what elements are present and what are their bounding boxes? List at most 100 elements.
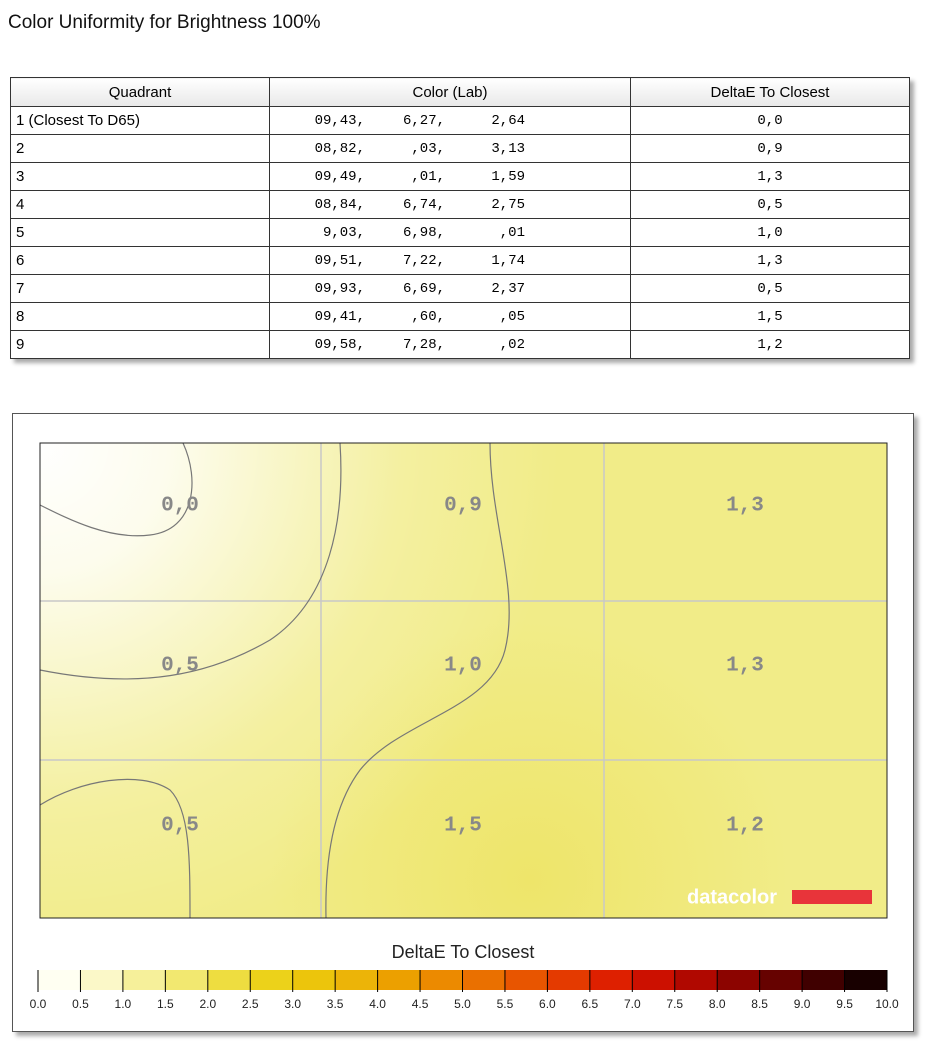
- lab-value: ,01: [499, 224, 525, 241]
- lab-cell: 9,03, 6,98, ,01: [269, 218, 631, 247]
- colorbar-segment: [632, 970, 675, 990]
- colorbar-label: 6.0: [539, 997, 556, 1011]
- table-row: 6 09,51, 7,22, 1,74 1,3: [10, 246, 910, 275]
- colorbar-label: 3.5: [327, 997, 344, 1011]
- quadrant-cell: 3: [10, 162, 270, 191]
- lab-cell: 09,49, ,01, 1,59: [269, 162, 631, 191]
- colorbar-segment: [292, 970, 336, 990]
- colorbar-segment: [38, 970, 81, 990]
- quadrant-cell: 6: [10, 246, 270, 275]
- lab-value: 6,27,: [402, 112, 445, 129]
- colorbar-segment: [547, 970, 590, 990]
- colorbar-segment: [589, 970, 633, 990]
- colorbar-label: 9.0: [794, 997, 811, 1011]
- lab-value: 2,37: [491, 280, 525, 297]
- colorbar-label: 5.5: [497, 997, 514, 1011]
- colorbar-label: 0.0: [30, 997, 47, 1011]
- lab-cell: 09,43, 6,27, 2,64: [269, 106, 631, 135]
- lab-cell: 09,51, 7,22, 1,74: [269, 246, 631, 275]
- lab-cell: 09,93, 6,69, 2,37: [269, 274, 631, 303]
- lab-value: 2,64: [491, 112, 525, 129]
- delta-cell: 1,2: [630, 330, 910, 359]
- lab-value: 6,69,: [402, 280, 445, 297]
- table-row: 9 09,58, 7,28, ,02 1,2: [10, 330, 910, 359]
- colorbar-segment: [122, 970, 166, 990]
- header-row: Quadrant Color (Lab) DeltaE To Closest: [10, 77, 910, 107]
- lab-value: 6,74,: [402, 196, 445, 213]
- cell-value: 0,5: [161, 655, 199, 678]
- colorbar-segment: [165, 970, 208, 990]
- colorbar-label: 4.5: [412, 997, 429, 1011]
- lab-value: 3,13: [491, 140, 525, 157]
- lab-value: 08,82,: [314, 140, 365, 157]
- colorbar-segment: [802, 970, 845, 990]
- delta-cell: 1,3: [630, 162, 910, 191]
- delta-cell: 0,5: [630, 190, 910, 219]
- lab-value: 7,22,: [402, 252, 445, 269]
- grid: [40, 443, 887, 918]
- lab-value: ,05: [499, 308, 525, 325]
- lab-value: 09,51,: [314, 252, 365, 269]
- lab-cell: 09,58, 7,28, ,02: [269, 330, 631, 359]
- lab-value: 09,49,: [314, 168, 365, 185]
- colorbar-label: 9.5: [836, 997, 853, 1011]
- lab-value: ,60,: [411, 308, 445, 325]
- colorbar-segment: [504, 970, 548, 990]
- colorbar-segment: [335, 970, 378, 990]
- lab-value: 09,58,: [314, 336, 365, 353]
- title: Color Uniformity for Brightness 100%: [8, 12, 321, 33]
- lab-value: ,01,: [411, 168, 445, 185]
- colorbar-segment: [844, 970, 887, 990]
- lab-value: 09,41,: [314, 308, 365, 325]
- colorbar-segment: [462, 970, 505, 990]
- column-header: DeltaE To Closest: [630, 77, 910, 107]
- heatmap-shade: [40, 443, 887, 918]
- colorbar-segment: [420, 970, 463, 990]
- lab-value: ,02: [499, 336, 525, 353]
- table-row: 3 09,49, ,01, 1,59 1,3: [10, 162, 910, 191]
- lab-value: 2,75: [491, 196, 525, 213]
- table-row: 5 9,03, 6,98, ,01 1,0: [10, 218, 910, 247]
- colorbar-label: 8.5: [751, 997, 768, 1011]
- colorbar-label: 2.5: [242, 997, 259, 1011]
- colorbar-label: 5.0: [454, 997, 471, 1011]
- table: Quadrant Color (Lab) DeltaE To Closest 1…: [10, 77, 910, 359]
- delta-cell: 1,5: [630, 302, 910, 331]
- colorbar-segment: [250, 970, 293, 990]
- lab-value: 1,59: [491, 168, 525, 185]
- table-body: 1 (Closest To D65) 09,43, 6,27, 2,64 0,0 2 08,…: [10, 106, 910, 359]
- logo: datacolor: [687, 886, 777, 908]
- cell-value: 0,9: [444, 495, 482, 518]
- lab-value: 09,43,: [314, 112, 365, 129]
- lab-value: 08,84,: [314, 196, 365, 213]
- cell-value: 1,5: [444, 815, 482, 838]
- colorbar-segment: [717, 970, 760, 990]
- quadrant-cell: 7: [10, 274, 270, 303]
- colorbar-label: 2.0: [199, 997, 216, 1011]
- lab-value: 6,98,: [402, 224, 445, 241]
- colorbar-label: 10.0: [875, 997, 899, 1011]
- contours: [39, 442, 510, 919]
- colorbar-label: 1.0: [115, 997, 132, 1011]
- lab-value: 7,28,: [402, 336, 445, 353]
- lab-cell: 08,82, ,03, 3,13: [269, 134, 631, 163]
- contour: [325, 442, 510, 919]
- cell-value: 1,3: [726, 655, 764, 678]
- colorbar-segment: [80, 970, 123, 990]
- colorbar-label: 8.0: [709, 997, 726, 1011]
- cell-value: 1,2: [726, 815, 764, 838]
- cell-value: 0,0: [161, 495, 199, 518]
- colorbar-label: 6.5: [582, 997, 599, 1011]
- contour: [39, 442, 193, 537]
- quadrant-cell: 9: [10, 330, 270, 359]
- heatmap-border: [39, 442, 888, 919]
- cell-value: 0,5: [161, 815, 199, 838]
- cell-value: 1,0: [444, 655, 482, 678]
- colorbar-label: 1.5: [157, 997, 174, 1011]
- colorbar-segment: [759, 970, 803, 990]
- table-row: 7 09,93, 6,69, 2,37 0,5: [10, 274, 910, 303]
- contour: [39, 442, 342, 680]
- lab-value: 1,74: [491, 252, 525, 269]
